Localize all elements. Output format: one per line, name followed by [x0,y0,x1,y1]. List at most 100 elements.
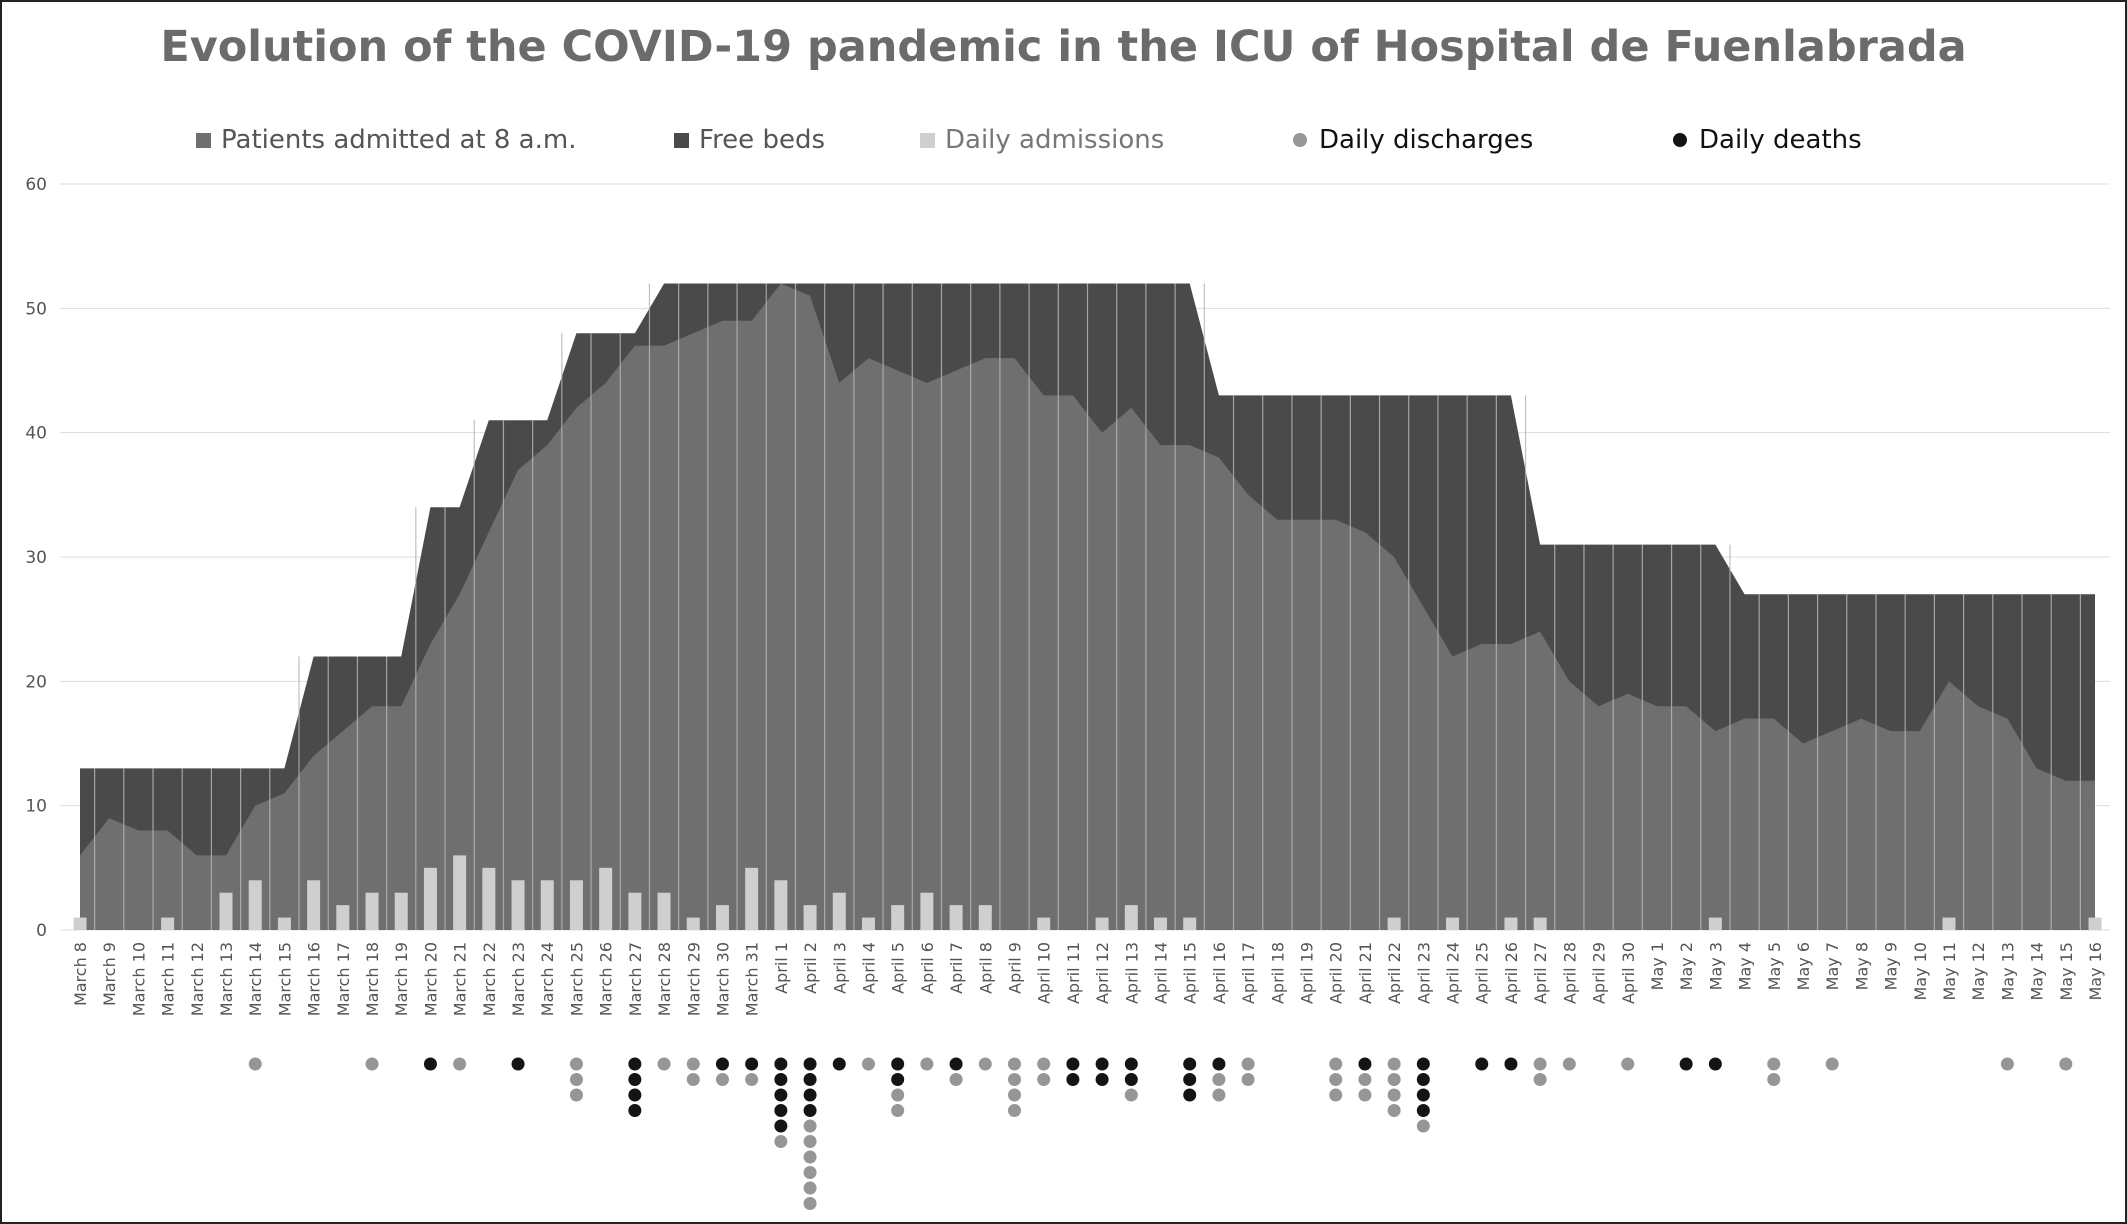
x-tick-label: May 5 [1765,942,1784,990]
legend-label-discharges: Daily discharges [1319,125,1534,155]
dot-daily-discharge [1329,1088,1343,1102]
dot-daily-discharge [1767,1057,1781,1071]
dot-daily-discharge [1124,1088,1138,1102]
bar-daily-admissions [1387,917,1401,930]
x-tick-label: April 27 [1531,942,1550,1004]
x-tick-label: March 30 [714,942,733,1016]
bar-daily-admissions [657,892,671,930]
legend-swatch-patients [196,132,211,148]
legend-item-admissions: Daily admissions [920,122,1164,158]
dot-daily-discharge [1825,1057,1839,1071]
x-tick-label: April 24 [1444,942,1463,1004]
dot-daily-death [1679,1057,1693,1071]
dot-daily-death [628,1073,642,1086]
x-tick-label: April 13 [1122,942,1141,1004]
dot-daily-discharge [1241,1073,1255,1086]
dot-daily-discharge [1212,1073,1226,1086]
x-tick-label: April 23 [1414,942,1433,1004]
dot-daily-discharge [569,1088,583,1102]
dot-daily-death [628,1104,642,1117]
dot-daily-discharge [1037,1073,1051,1086]
x-tick-label: March 28 [655,942,674,1016]
dot-daily-discharge [949,1073,963,1086]
x-tick-label: April 14 [1152,942,1171,1004]
x-tick-label: March 26 [597,942,616,1016]
x-tick-label: March 18 [363,942,382,1016]
dot-daily-discharge [891,1088,905,1102]
bar-daily-admissions [628,892,642,930]
dot-daily-death [774,1104,788,1117]
bar-daily-admissions [1095,917,1109,930]
dot-daily-death [774,1073,788,1086]
bar-daily-admissions [365,892,379,930]
bar-daily-admissions [745,867,759,930]
dot-daily-death [1066,1073,1080,1086]
bar-daily-admissions [861,917,875,930]
x-tick-label: May 7 [1823,942,1842,990]
x-tick-label: May 8 [1852,942,1871,990]
bar-daily-admissions [540,880,554,930]
y-tick-label: 50 [25,299,47,319]
dot-daily-discharge [774,1135,788,1148]
dot-daily-discharge [1387,1104,1401,1117]
bar-daily-admissions [949,905,963,930]
dot-daily-discharge [803,1119,817,1133]
dot-daily-discharge [657,1057,671,1071]
legend-swatch-admissions [920,132,935,148]
bar-daily-admissions [803,905,817,930]
x-tick-label: March 8 [71,942,90,1006]
dot-daily-death [774,1119,788,1133]
dot-daily-death [1708,1057,1722,1071]
x-tick-label: May 10 [1911,942,1930,1001]
bar-daily-admissions [978,905,992,930]
x-tick-label: March 29 [684,942,703,1016]
dot-daily-discharge [1387,1057,1401,1071]
x-tick-label: April 19 [1298,942,1317,1004]
dot-daily-discharge [365,1057,379,1071]
dot-daily-death [891,1073,905,1086]
x-tick-label: April 30 [1619,942,1638,1004]
x-tick-label: March 17 [334,942,353,1016]
legend-label-free-beds: Free beds [699,125,825,155]
x-tick-label: March 10 [129,942,148,1016]
bar-daily-admissions [1708,917,1722,930]
legend-label-admissions: Daily admissions [945,125,1165,155]
dot-daily-discharge [891,1104,905,1117]
x-tick-label: May 3 [1706,942,1725,990]
bar-daily-admissions [1037,917,1051,930]
bar-daily-admissions [1446,917,1460,930]
dot-daily-discharge [686,1057,700,1071]
x-tick-label: March 11 [159,942,178,1016]
x-tick-label: April 18 [1268,942,1287,1004]
x-tick-label: May 2 [1677,942,1696,990]
bar-daily-admissions [336,905,350,930]
x-tick-label: April 9 [1006,942,1025,994]
y-tick-label: 30 [25,548,47,568]
legend-swatch-free-beds [674,132,689,148]
dot-daily-discharge [978,1057,992,1071]
bar-daily-admissions [1183,917,1197,930]
dot-daily-death [1183,1073,1197,1086]
dot-daily-discharge [1007,1057,1021,1071]
x-tick-label: March 19 [392,942,411,1016]
dot-daily-discharge [569,1073,583,1086]
dot-daily-death [1416,1104,1430,1117]
bar-daily-admissions [307,880,321,930]
dot-daily-death [1358,1057,1372,1071]
x-tick-label: March 31 [743,942,762,1016]
dot-daily-death [803,1088,817,1102]
legend-label-patients: Patients admitted at 8 a.m. [221,125,577,155]
dot-daily-death [1124,1073,1138,1086]
x-tick-label: March 20 [421,942,440,1016]
dot-daily-death [1183,1088,1197,1102]
dot-daily-death [1416,1073,1430,1086]
dot-daily-discharge [1007,1088,1021,1102]
x-tick-label: May 12 [1969,942,1988,1001]
dot-daily-death [511,1057,525,1071]
x-tick-label: April 11 [1064,942,1083,1004]
x-tick-label: May 11 [1940,942,1959,1001]
legend-item-patients: Patients admitted at 8 a.m. [196,122,576,158]
x-tick-label: April 28 [1560,942,1579,1004]
x-tick-label: April 12 [1093,942,1112,1004]
